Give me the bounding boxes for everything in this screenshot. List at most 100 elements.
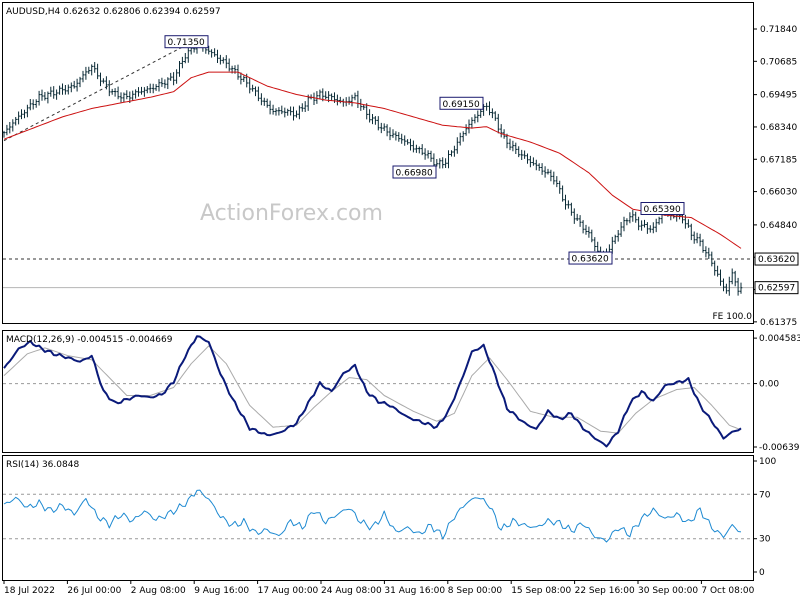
price-annotation-box <box>164 35 209 49</box>
ohlc-bar <box>207 45 210 55</box>
ohlc-bar <box>423 148 427 160</box>
fe-label: FE 100.0 <box>713 312 753 322</box>
ohlc-bar <box>222 57 225 64</box>
ohlc-bar <box>169 72 172 81</box>
ohlc-bar <box>698 233 702 247</box>
ohlc-bar <box>426 150 430 159</box>
ohlc-bar <box>181 56 184 69</box>
ohlc-bar <box>494 111 497 121</box>
ohlc-bar <box>581 220 585 234</box>
support-price-tag-label: 0.63620 <box>758 255 795 265</box>
macd-axis-label: -0.006397 <box>759 443 800 453</box>
price-annotation-box <box>640 202 685 216</box>
ohlc-bar <box>5 124 9 136</box>
ohlc-bar <box>315 91 319 104</box>
ohlc-bar <box>388 127 392 141</box>
ohlc-bar <box>58 85 61 95</box>
ohlc-bar <box>260 93 263 106</box>
ohlc-bar <box>46 91 50 104</box>
ohlc-bar <box>561 185 564 202</box>
time-axis-label: 17 Aug 00:00 <box>258 586 319 596</box>
ohlc-bar <box>640 220 643 231</box>
ohlc-bar <box>523 150 526 159</box>
ohlc-bar <box>573 208 576 224</box>
ohlc-bar <box>362 104 365 110</box>
ohlc-bar <box>160 77 164 87</box>
ohlc-bar <box>412 140 415 153</box>
ohlc-bar <box>23 109 26 119</box>
ohlc-bar <box>634 211 637 223</box>
price-annotation-label: 0.69150 <box>443 100 480 110</box>
ohlc-bar <box>96 63 99 80</box>
macd-axis-label: 0.00 <box>759 380 779 390</box>
ohlc-bar <box>716 265 719 277</box>
ohlc-bar <box>216 49 219 63</box>
ohlc-bar <box>549 169 553 182</box>
rsi-axis-label: 100 <box>759 457 776 467</box>
ohlc-bar <box>526 153 529 164</box>
ohlc-bar <box>570 202 573 216</box>
ohlc-bar <box>380 122 383 134</box>
ohlc-bar <box>371 114 374 125</box>
ohlc-bar <box>657 216 661 225</box>
macd-line <box>3 335 742 448</box>
ohlc-bar <box>453 145 456 157</box>
ohlc-bar <box>382 123 386 131</box>
ohlc-bar <box>435 159 439 167</box>
ohlc-bar <box>330 93 333 101</box>
ohlc-bar <box>584 224 588 235</box>
ohlc-bars <box>2 40 743 296</box>
ohlc-bar <box>99 72 102 87</box>
ohlc-bar <box>476 110 480 123</box>
price-annotation-label: 0.65390 <box>644 205 681 215</box>
ohlc-bar <box>283 107 287 118</box>
price-annotation-label: 0.71350 <box>168 38 205 48</box>
ohlc-bar <box>84 66 88 80</box>
rsi-axis-label: 70 <box>759 490 771 500</box>
ohlc-bar <box>461 131 465 142</box>
ohlc-bar <box>336 94 339 106</box>
ohlc-bar <box>49 86 53 97</box>
ohlc-bar <box>146 86 149 94</box>
ohlc-bar <box>29 99 32 111</box>
ohlc-bar <box>520 149 523 160</box>
ohlc-bar <box>722 278 725 292</box>
ohlc-bar <box>298 105 301 120</box>
rsi-axis-label: 0 <box>759 568 765 578</box>
ohlc-bar <box>529 155 532 168</box>
ohlc-bar <box>590 229 594 243</box>
ohlc-bar <box>458 132 462 146</box>
ohlc-bar <box>497 113 500 134</box>
current-price-tag-label: 0.62597 <box>758 284 795 294</box>
ohlc-bar <box>736 277 740 296</box>
ohlc-bar <box>67 84 70 95</box>
ohlc-bar <box>537 163 541 171</box>
ohlc-bar <box>242 75 246 82</box>
ohlc-bar <box>719 269 722 286</box>
ohlc-bar <box>186 47 190 63</box>
ohlc-bar <box>43 92 47 101</box>
ohlc-bar <box>628 212 632 224</box>
ohlc-bar <box>90 64 93 76</box>
ohlc-bar <box>739 282 743 294</box>
price-axis-label: 0.69495 <box>760 91 797 101</box>
ohlc-bar <box>619 222 623 237</box>
ohlc-bar <box>514 142 518 154</box>
ohlc-bar <box>148 83 152 94</box>
ohlc-bar <box>622 216 626 232</box>
time-axis-label: 30 Sep 00:00 <box>638 586 698 596</box>
ohlc-bar <box>654 218 658 233</box>
ohlc-bar <box>692 231 696 244</box>
price-annotation-box <box>568 251 613 265</box>
ohlc-bar <box>473 114 477 124</box>
ohlc-bar <box>429 150 433 162</box>
ohlc-bar <box>280 105 284 115</box>
ohlc-bar <box>464 124 468 136</box>
ohlc-bar <box>552 171 556 185</box>
ohlc-bar <box>306 94 310 111</box>
ohlc-bar <box>295 110 298 118</box>
ohlc-bar <box>456 137 459 154</box>
time-axis-label: 8 Sep 00:00 <box>448 586 503 596</box>
time-axis-label: 15 Sep 08:00 <box>511 586 571 596</box>
